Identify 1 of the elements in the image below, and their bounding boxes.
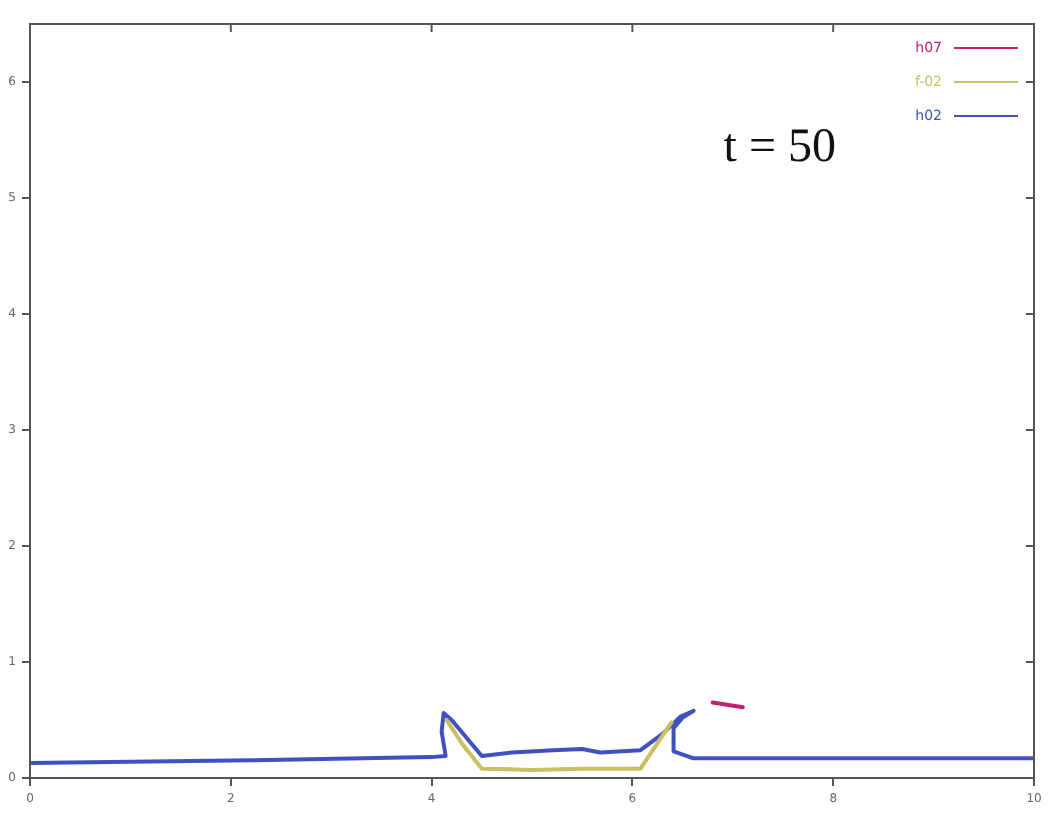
annotation: t = 50: [723, 120, 836, 173]
